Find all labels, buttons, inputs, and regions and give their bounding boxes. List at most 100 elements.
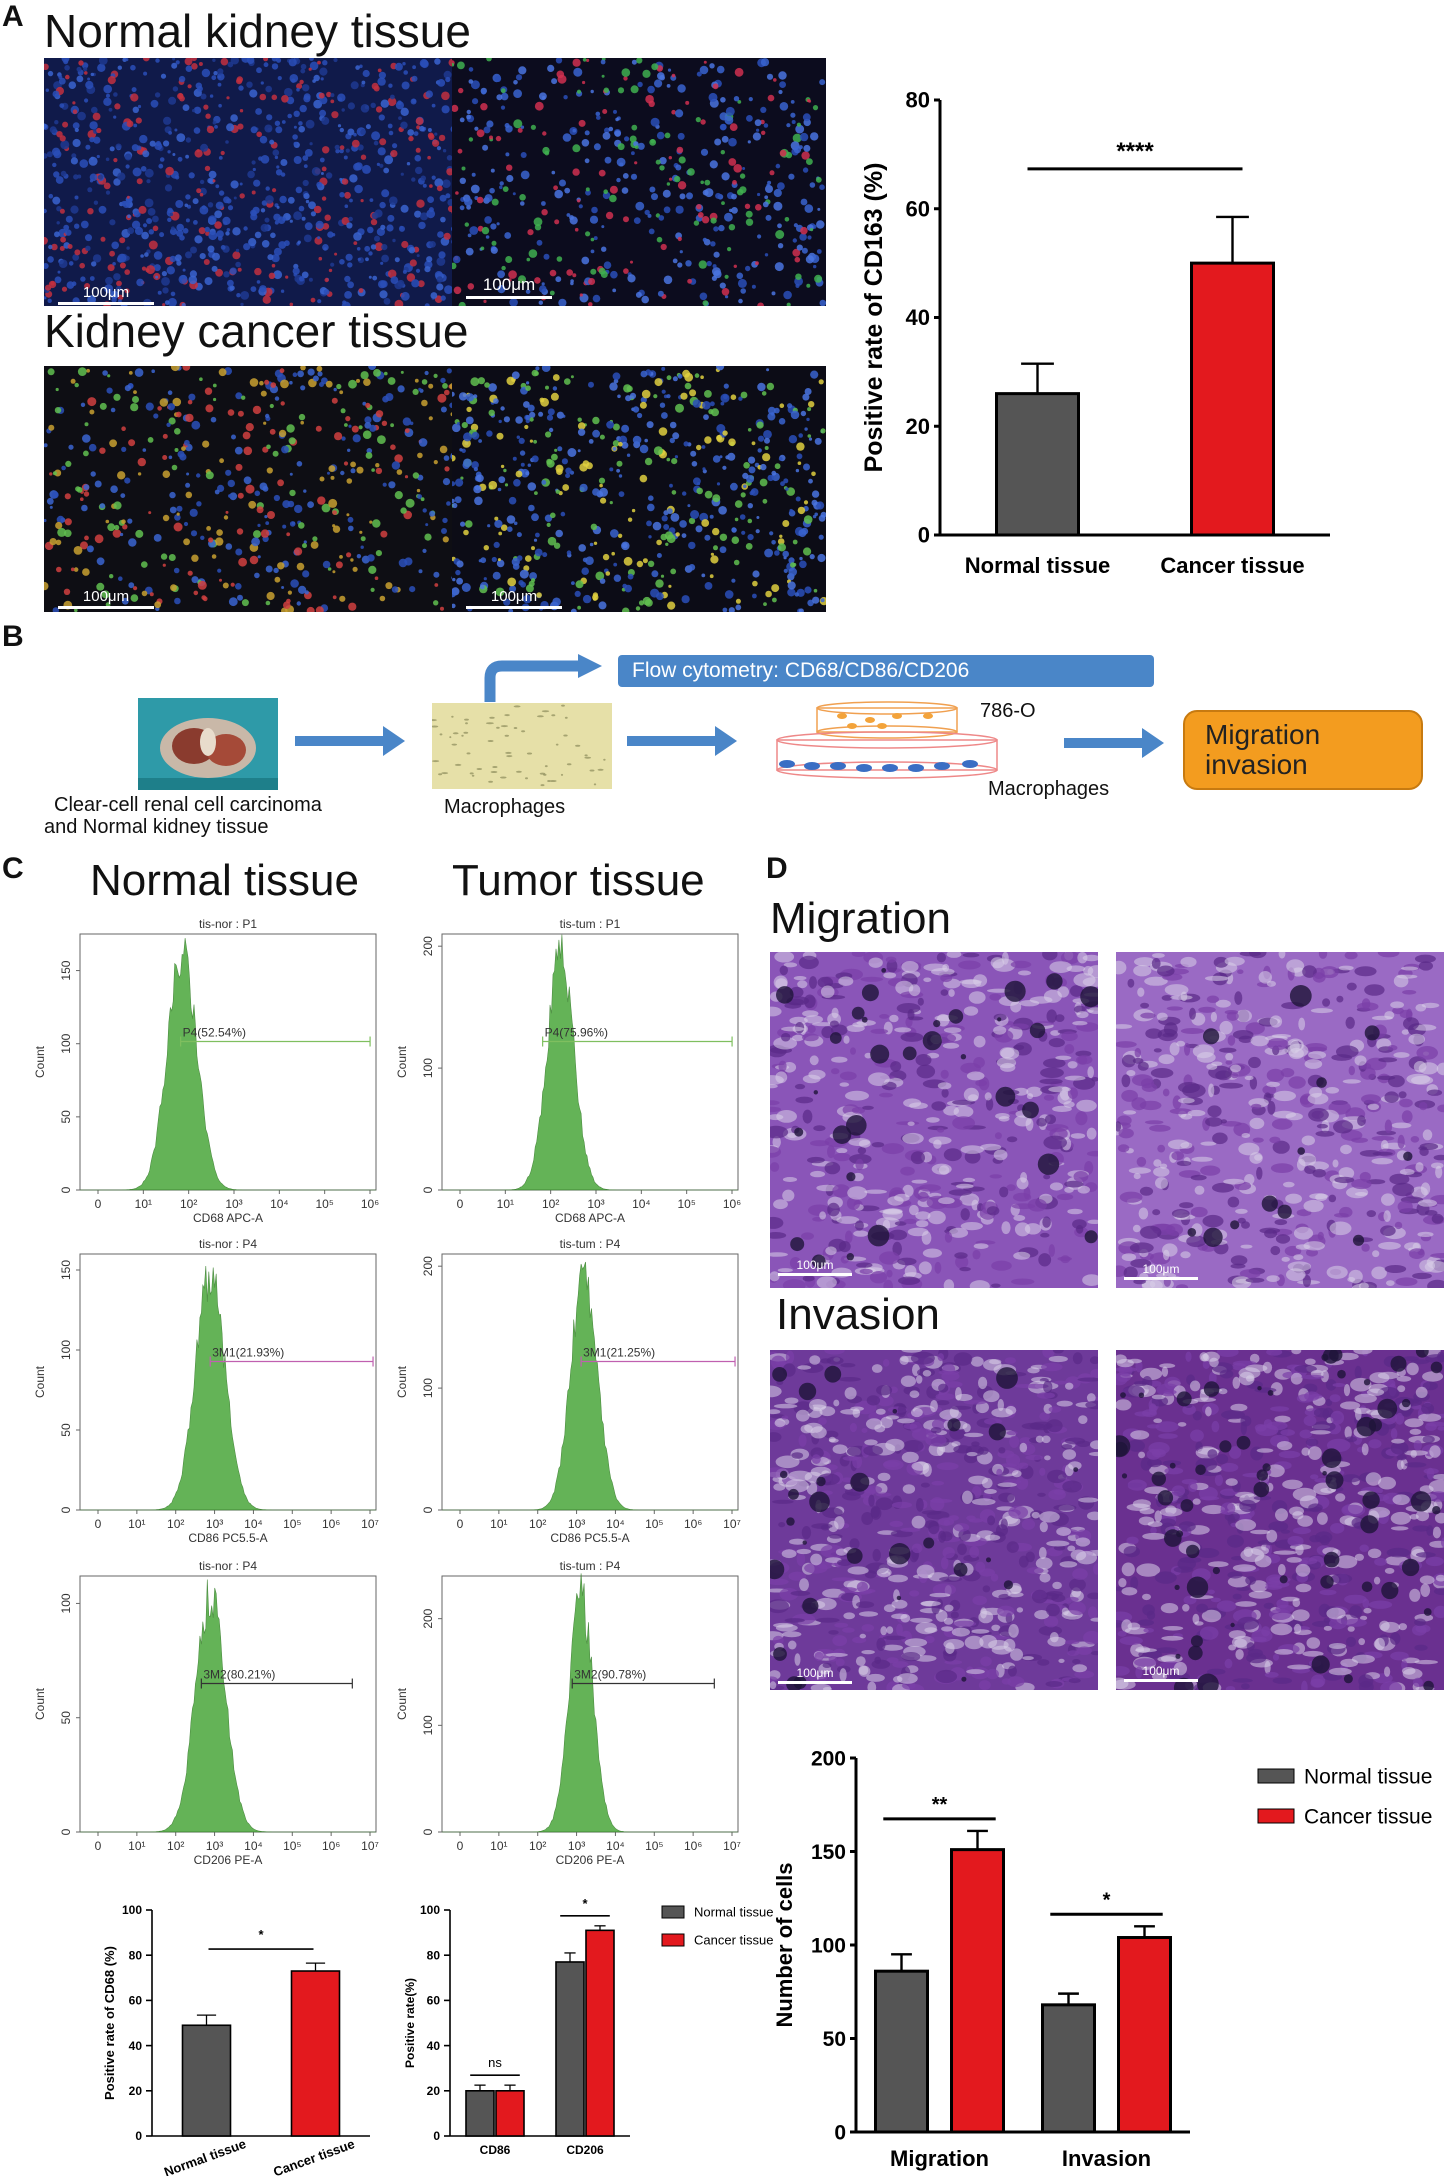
- invasion-title: Invasion: [776, 1290, 940, 1340]
- histogram-x-tick: 10⁴: [606, 1839, 625, 1853]
- histogram-x-tick: 0: [457, 1197, 464, 1211]
- bar: [1119, 1938, 1171, 2132]
- y-tick-label: 40: [427, 2039, 441, 2053]
- scale-bar-d1: 100μm: [778, 1258, 852, 1276]
- y-tick-label: 100: [811, 1934, 846, 1957]
- bar: [1043, 2005, 1095, 2132]
- histogram-x-tick: 10⁶: [322, 1839, 340, 1853]
- histogram-y-label: Count: [395, 1365, 409, 1398]
- fluorescence-image-normal-2: [452, 58, 826, 306]
- histogram-x-tick: 10⁵: [316, 1197, 334, 1211]
- crystal-violet-migration-normal: [770, 952, 1098, 1288]
- histogram-x-tick: 10⁶: [684, 1517, 702, 1531]
- histogram-y-tick: 0: [421, 1186, 435, 1193]
- histogram-title: tis-tum : P4: [560, 1559, 621, 1573]
- significance-label: ****: [1116, 138, 1154, 165]
- gate-label: 3M2(80.21%): [203, 1668, 275, 1682]
- histogram-x-tick: 10²: [180, 1197, 197, 1211]
- fluorescence-image-normal-1: [44, 58, 456, 306]
- y-tick-label: 40: [906, 305, 930, 330]
- y-tick-label: 20: [129, 2084, 143, 2098]
- y-tick-label: 0: [834, 2121, 846, 2144]
- histogram-y-label: Count: [33, 1045, 47, 1078]
- legend-swatch: [662, 1906, 684, 1918]
- arrow-up-flow: [484, 654, 604, 702]
- legend-label: Cancer tissue: [1304, 1805, 1432, 1828]
- bar: [556, 1962, 584, 2136]
- histogram-x-tick: 10¹: [135, 1197, 152, 1211]
- significance-label: *: [1103, 1889, 1111, 1911]
- y-tick-label: 150: [811, 1841, 846, 1864]
- y-axis-label: Positive rate of CD68 (%): [102, 1946, 117, 2100]
- histogram-x-tick: 10⁴: [270, 1197, 289, 1211]
- panel-label-a: A: [2, 0, 24, 34]
- histogram-title: tis-tum : P4: [560, 1237, 621, 1251]
- histogram-y-tick: 0: [59, 1828, 73, 1835]
- histogram-x-tick: 10³: [206, 1517, 223, 1531]
- y-tick-label: 60: [129, 1994, 143, 2008]
- normal-kidney-title: Normal kidney tissue: [44, 4, 471, 58]
- y-tick-label: 0: [918, 523, 930, 548]
- tumor-tissue-title: Tumor tissue: [452, 856, 705, 906]
- crystal-violet-migration-cancer: [1116, 952, 1444, 1288]
- panel-label-b: B: [2, 620, 24, 654]
- histogram-x-tick: 10⁷: [723, 1839, 741, 1853]
- histogram-title: tis-nor : P1: [199, 917, 257, 931]
- significance-label: *: [582, 1896, 588, 1911]
- histogram-frame: [442, 934, 738, 1190]
- histogram-y-tick: 100: [421, 1058, 435, 1078]
- histogram-x-tick: 10⁶: [723, 1197, 741, 1211]
- histogram-y-tick: 150: [59, 960, 73, 980]
- histogram-y-tick: 50: [59, 1110, 73, 1124]
- histogram-y-label: Count: [395, 1687, 409, 1720]
- histogram-y-label: Count: [33, 1687, 47, 1720]
- histogram-x-tick: 10²: [542, 1197, 559, 1211]
- histogram-x-tick: 10¹: [497, 1197, 514, 1211]
- histogram-x-tick: 10⁵: [645, 1839, 663, 1853]
- bar: [586, 1930, 614, 2136]
- histogram-x-label: CD206 PE-A: [556, 1853, 625, 1867]
- crystal-violet-invasion-cancer: [1116, 1350, 1444, 1690]
- y-tick-label: 80: [129, 1948, 143, 1962]
- histogram-y-label: Count: [33, 1365, 47, 1398]
- histogram-x-label: CD68 APC-A: [555, 1211, 625, 1225]
- histogram-x-tick: 0: [95, 1517, 102, 1531]
- histogram-x-tick: 10³: [568, 1517, 585, 1531]
- scale-bar-d3: 100μm: [778, 1666, 852, 1684]
- histogram-title: tis-nor : P4: [199, 1559, 257, 1573]
- histogram-y-tick: 50: [59, 1423, 73, 1437]
- histogram-x-tick: 10⁷: [361, 1517, 379, 1531]
- fluorescence-image-cancer-2: [452, 366, 826, 612]
- legend-label: Normal tissue: [1304, 1765, 1432, 1788]
- histogram-x-tick: 10⁴: [244, 1517, 263, 1531]
- histogram-x-tick: 10³: [206, 1839, 223, 1853]
- x-category-label: CD86: [480, 2143, 511, 2157]
- histogram-x-tick: 10⁶: [361, 1197, 379, 1211]
- migration-title: Migration: [770, 894, 951, 944]
- histogram-x-tick: 10²: [529, 1839, 546, 1853]
- histogram-x-tick: 10⁴: [632, 1197, 651, 1211]
- bar: [876, 1971, 928, 2132]
- cell-line-label: 786-O: [980, 700, 1036, 723]
- gate-label: 3M1(21.93%): [212, 1346, 284, 1360]
- histogram-x-tick: 0: [95, 1839, 102, 1853]
- y-axis-label: Positive rate(%): [403, 1978, 417, 2068]
- histogram-y-tick: 0: [59, 1506, 73, 1513]
- bar: [466, 2091, 494, 2136]
- x-category-label: Cancer tissue: [271, 2136, 356, 2176]
- macrophage-photo: [432, 703, 612, 789]
- gate-label: 3M2(90.78%): [574, 1668, 646, 1682]
- bar: [292, 1971, 340, 2136]
- histogram-y-tick: 200: [421, 1608, 435, 1628]
- histogram-x-tick: 10⁵: [283, 1839, 301, 1853]
- y-tick-label: 80: [427, 1948, 441, 1962]
- histogram-x-tick: 10⁵: [283, 1517, 301, 1531]
- histogram-x-tick: 10⁷: [361, 1839, 379, 1853]
- legend-label: Cancer tissue: [694, 1933, 773, 1948]
- y-tick-label: 20: [906, 414, 930, 439]
- bar: [952, 1850, 1004, 2132]
